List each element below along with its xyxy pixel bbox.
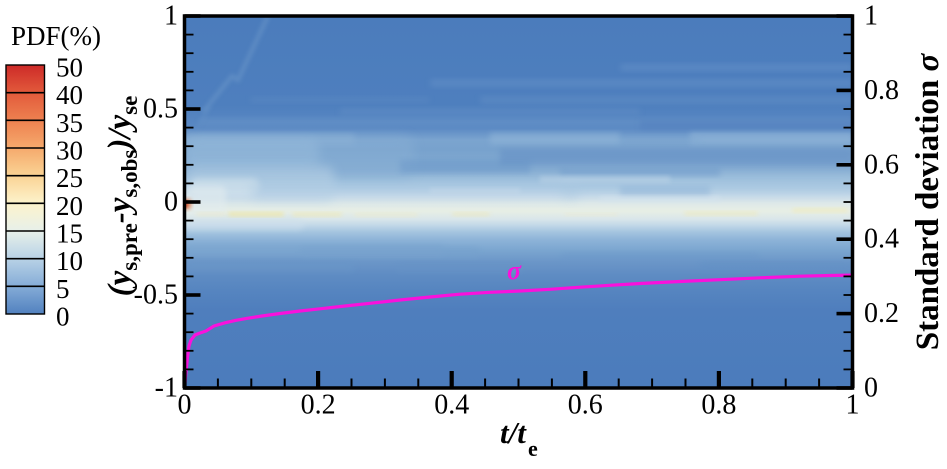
svg-text:0: 0 [864,373,878,404]
svg-text:0.8: 0.8 [864,75,899,106]
svg-text:(ys,pre-ys,obs)/yse: (ys,pre-ys,obs)/yse [102,96,142,297]
svg-text:0: 0 [178,390,192,421]
svg-text:25: 25 [56,163,83,193]
svg-text:-1: -1 [155,373,178,404]
svg-text:0.6: 0.6 [568,390,603,421]
svg-text:30: 30 [56,136,83,166]
svg-text:35: 35 [56,108,83,138]
svg-text:0: 0 [56,302,70,332]
svg-text:0: 0 [164,187,178,218]
svg-text:5: 5 [56,274,70,304]
svg-text:σ: σ [507,256,522,285]
svg-text:10: 10 [56,246,83,276]
svg-text:20: 20 [56,191,83,221]
svg-text:50: 50 [56,53,83,83]
svg-text:15: 15 [56,219,83,249]
svg-text:0.5: 0.5 [143,94,178,125]
svg-text:t/t: t/t [500,415,527,450]
svg-text:-0.5: -0.5 [134,280,178,311]
svg-text:PDF(%): PDF(%) [11,21,101,51]
svg-text:0.8: 0.8 [701,390,736,421]
svg-text:1: 1 [864,1,878,32]
svg-text:1: 1 [846,390,860,421]
svg-text:0.4: 0.4 [434,390,469,421]
svg-text:1: 1 [164,1,178,32]
svg-text:40: 40 [56,80,83,110]
svg-text:0.2: 0.2 [864,298,899,329]
svg-text:0.2: 0.2 [301,390,336,421]
svg-text:Standard deviation σ: Standard deviation σ [910,53,946,351]
svg-text:e: e [528,436,538,461]
svg-text:0.6: 0.6 [864,149,899,180]
svg-text:0.4: 0.4 [864,224,899,255]
